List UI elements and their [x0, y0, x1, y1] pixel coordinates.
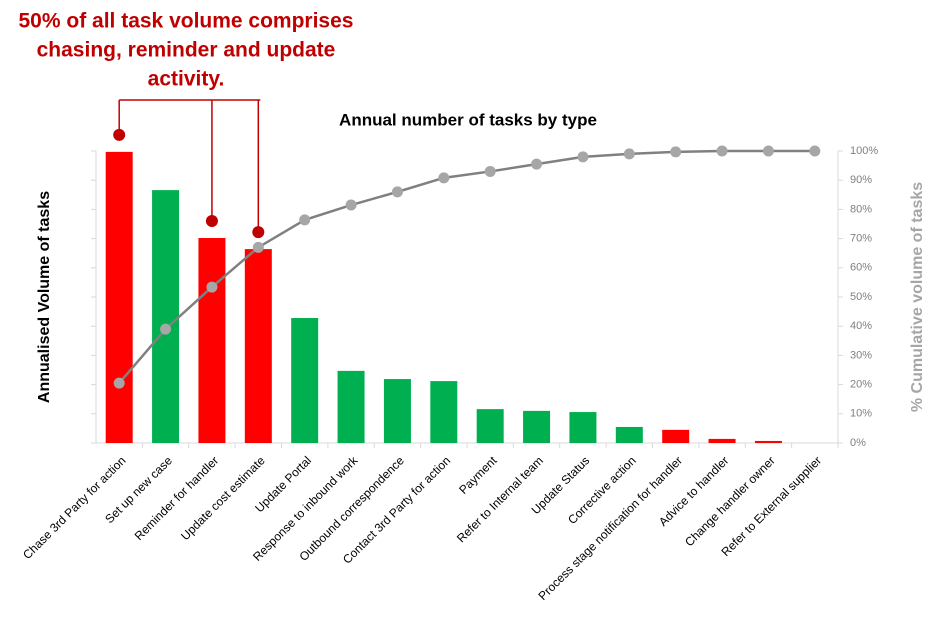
chart-title: Annual number of tasks by type — [339, 110, 597, 129]
annotation: 50% of all task volume comprises — [19, 10, 354, 33]
y2-tick-label: 50% — [850, 291, 872, 303]
cumulative-point — [252, 241, 264, 253]
cumulative-point — [438, 172, 450, 184]
x-tick-label: Refer to Internal team — [454, 453, 546, 545]
cumulative-point — [206, 281, 218, 293]
cumulative-point — [762, 145, 774, 157]
y2-tick-label: 40% — [850, 320, 872, 332]
x-tick-label: Update cost estimate — [178, 453, 268, 543]
cumulative-point — [670, 146, 682, 158]
bar — [244, 249, 272, 443]
bar — [152, 190, 180, 443]
bar — [105, 151, 133, 443]
cumulative-point — [160, 323, 172, 335]
x-tick-label: Payment — [456, 453, 500, 497]
y2-tick-label: 80% — [850, 203, 872, 215]
bar — [476, 409, 504, 443]
bar — [569, 412, 597, 443]
x-tick-label: Change handler owner — [682, 453, 778, 549]
y-axis-title: Annualised Volume of tasks — [36, 191, 53, 403]
cumulative-point — [484, 165, 496, 177]
bar — [291, 318, 319, 443]
bar — [198, 238, 226, 443]
bar — [615, 426, 643, 443]
y2-tick-label: 10% — [850, 408, 872, 420]
annotation: chasing, reminder and update — [37, 39, 336, 62]
cumulative-point — [113, 377, 125, 389]
bar — [383, 379, 411, 443]
cumulative-point — [345, 199, 357, 211]
bar — [662, 429, 690, 443]
y2-tick-label: 20% — [850, 379, 872, 391]
cumulative-point — [623, 148, 635, 160]
bar — [337, 370, 365, 443]
y2-tick-label: 60% — [850, 262, 872, 274]
annotation-dot — [252, 226, 265, 239]
y2-tick-label: 90% — [850, 174, 872, 186]
annotation: activity. — [148, 68, 225, 91]
x-tick-label: Reminder for handler — [132, 453, 222, 543]
cumulative-point — [716, 145, 728, 157]
bar — [430, 381, 458, 443]
annotation-dot — [113, 128, 126, 141]
bar — [708, 438, 736, 443]
annotation-dot — [205, 215, 218, 228]
bar — [754, 440, 782, 443]
cumulative-point — [809, 145, 821, 157]
bar — [523, 410, 551, 443]
y2-tick-label: 100% — [850, 145, 878, 157]
y2-tick-label: 30% — [850, 349, 872, 361]
cumulative-line — [118, 149, 815, 384]
y2-axis-title: % Cumulative volume of tasks — [909, 182, 926, 412]
y2-tick-label: 70% — [850, 233, 872, 245]
cumulative-point — [391, 186, 403, 198]
cumulative-point — [299, 214, 311, 226]
y2-tick-label: 0% — [850, 437, 866, 449]
cumulative-point — [531, 158, 543, 170]
cumulative-point — [577, 151, 589, 163]
